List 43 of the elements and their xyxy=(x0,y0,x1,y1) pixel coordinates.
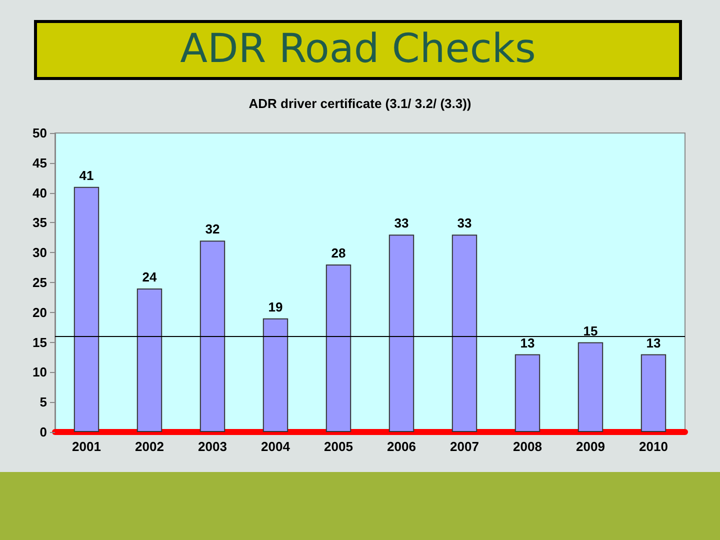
bar xyxy=(200,240,226,432)
data-label: 33 xyxy=(394,216,409,231)
x-tick-label: 2007 xyxy=(450,439,479,454)
y-tick-label: 5 xyxy=(40,394,47,410)
data-label: 28 xyxy=(331,246,346,261)
data-label: 24 xyxy=(142,269,158,284)
y-tick-label: 35 xyxy=(32,215,47,230)
y-tick-label: 20 xyxy=(32,304,47,320)
bar xyxy=(640,354,666,432)
x-tick-label: 2002 xyxy=(135,439,164,454)
data-label: 41 xyxy=(79,168,94,183)
bar xyxy=(514,354,540,432)
chart-title: ADR Road Checks xyxy=(34,20,682,80)
y-tick-label: 0 xyxy=(40,424,47,440)
data-label: 13 xyxy=(520,335,535,350)
bar xyxy=(262,318,288,432)
y-tick-label: 30 xyxy=(32,245,47,260)
data-label: 32 xyxy=(205,222,220,237)
x-tick-label: 2005 xyxy=(324,439,353,454)
y-tick-label: 50 xyxy=(32,126,47,140)
x-tick-label: 2004 xyxy=(261,439,291,454)
bar xyxy=(74,186,100,432)
y-tick-label: 10 xyxy=(32,364,47,380)
bar xyxy=(326,264,352,432)
data-label: 15 xyxy=(583,323,598,338)
bar xyxy=(136,288,162,432)
bar xyxy=(452,234,478,432)
y-tick-label: 25 xyxy=(32,275,47,290)
x-tick-label: 2010 xyxy=(639,439,668,454)
x-tick-label: 2008 xyxy=(513,439,542,454)
y-tick-label: 45 xyxy=(32,155,47,170)
data-label: 19 xyxy=(268,299,283,314)
x-tick-label: 2001 xyxy=(72,439,101,454)
data-label: 13 xyxy=(646,335,661,350)
data-label: 33 xyxy=(457,216,472,231)
x-tick-label: 2003 xyxy=(198,439,227,454)
x-tick-label: 2006 xyxy=(387,439,416,454)
y-tick-label: 40 xyxy=(32,185,47,200)
chart-subtitle: ADR driver certificate (3.1/ 3.2/ (3.3)) xyxy=(248,96,472,111)
bar xyxy=(578,342,604,432)
x-tick-label: 2009 xyxy=(576,439,605,454)
bar xyxy=(388,234,414,432)
y-tick-label: 15 xyxy=(32,334,47,350)
